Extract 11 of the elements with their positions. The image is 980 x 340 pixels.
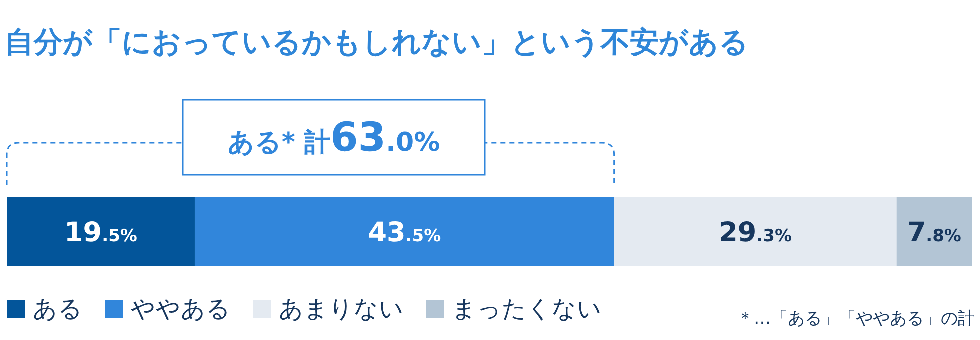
data-label: 29.3% xyxy=(719,218,792,248)
data-label: 43.5% xyxy=(368,218,442,248)
legend-label: あまりない xyxy=(279,295,404,323)
data-label: 7.8% xyxy=(907,218,962,248)
data-label: 19.5% xyxy=(64,218,138,248)
chart-title: 自分が「におっているかもしれない」という不安がある xyxy=(5,25,749,59)
text: ＊…「ある」「ややある」の計 xyxy=(737,309,975,329)
text: ある* 計63.0% xyxy=(228,115,440,161)
legend-label: ややある xyxy=(131,295,231,323)
legend-label: ある xyxy=(33,295,83,323)
legend-label: まったくない xyxy=(452,295,602,323)
